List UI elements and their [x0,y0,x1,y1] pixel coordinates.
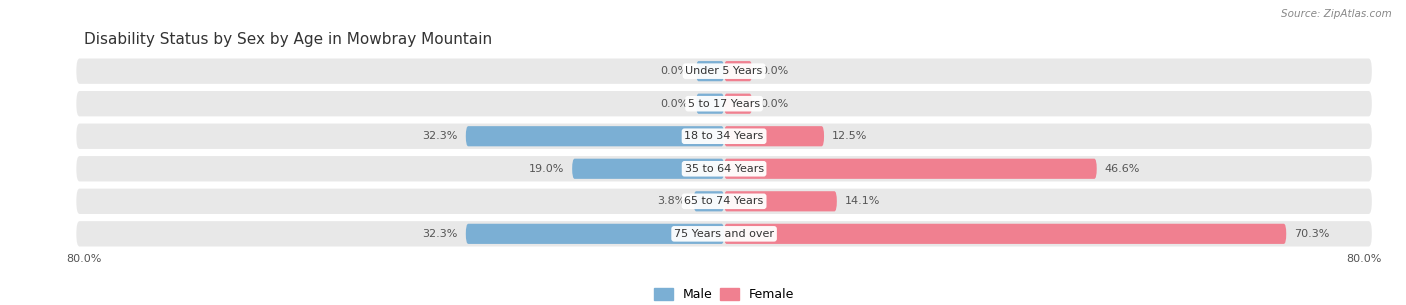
FancyBboxPatch shape [724,94,752,114]
FancyBboxPatch shape [724,126,824,146]
FancyBboxPatch shape [724,224,1286,244]
Text: 0.0%: 0.0% [761,66,789,76]
Text: Source: ZipAtlas.com: Source: ZipAtlas.com [1281,9,1392,19]
Text: 75 Years and over: 75 Years and over [673,229,775,239]
Text: 32.3%: 32.3% [422,229,458,239]
FancyBboxPatch shape [76,59,1372,84]
FancyBboxPatch shape [76,221,1372,246]
Text: 19.0%: 19.0% [529,164,564,174]
Text: Under 5 Years: Under 5 Years [686,66,762,76]
FancyBboxPatch shape [724,159,1097,179]
Text: Disability Status by Sex by Age in Mowbray Mountain: Disability Status by Sex by Age in Mowbr… [84,32,492,47]
Text: 3.8%: 3.8% [658,196,686,206]
Text: 18 to 34 Years: 18 to 34 Years [685,131,763,141]
Text: 0.0%: 0.0% [659,66,688,76]
Legend: Male, Female: Male, Female [650,283,799,305]
FancyBboxPatch shape [724,191,837,211]
Text: 0.0%: 0.0% [761,99,789,109]
FancyBboxPatch shape [696,61,724,81]
Text: 65 to 74 Years: 65 to 74 Years [685,196,763,206]
FancyBboxPatch shape [465,224,724,244]
FancyBboxPatch shape [724,61,752,81]
Text: 70.3%: 70.3% [1295,229,1330,239]
Text: 0.0%: 0.0% [659,99,688,109]
Text: 14.1%: 14.1% [845,196,880,206]
Text: 35 to 64 Years: 35 to 64 Years [685,164,763,174]
FancyBboxPatch shape [76,91,1372,117]
Text: 12.5%: 12.5% [832,131,868,141]
FancyBboxPatch shape [572,159,724,179]
Text: 5 to 17 Years: 5 to 17 Years [688,99,761,109]
FancyBboxPatch shape [693,191,724,211]
FancyBboxPatch shape [76,188,1372,214]
FancyBboxPatch shape [465,126,724,146]
FancyBboxPatch shape [696,94,724,114]
Text: 32.3%: 32.3% [422,131,458,141]
FancyBboxPatch shape [76,156,1372,181]
Text: 46.6%: 46.6% [1105,164,1140,174]
FancyBboxPatch shape [76,124,1372,149]
